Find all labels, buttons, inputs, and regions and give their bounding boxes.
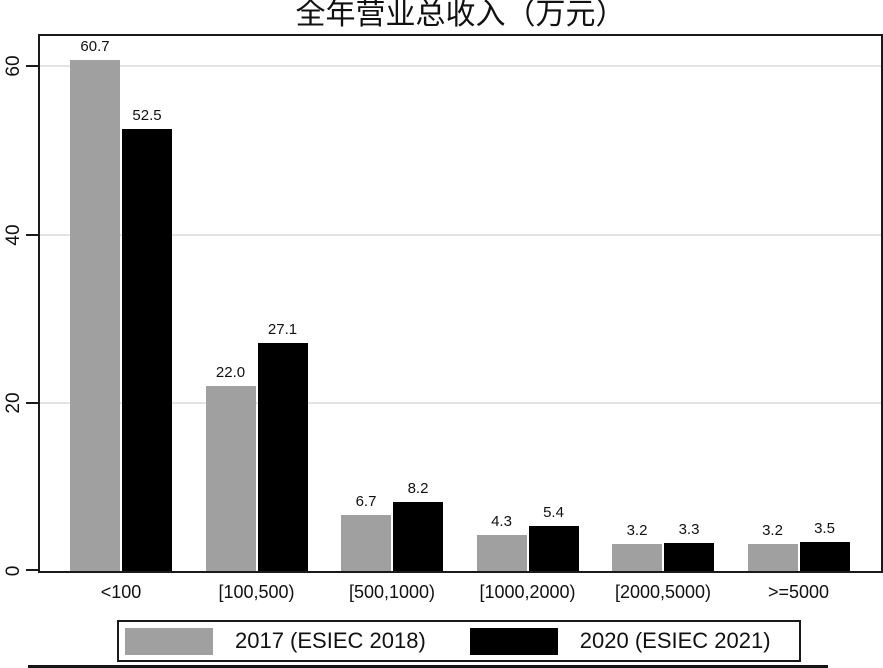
bar-2017 [341,514,391,571]
bar-2017 [70,60,120,571]
legend-label-2020: 2020 (ESIEC 2021) [579,628,771,653]
bar-2017 [747,544,798,571]
bar-value-label: 5.4 [543,503,564,521]
gridline [40,401,881,404]
bar-2020 [393,502,443,571]
bar-2017 [476,534,527,571]
bar-2020 [122,129,172,571]
legend: 2017 (ESIEC 2018) 2020 (ESIEC 2021) [117,620,801,662]
bar-value-label: 27.1 [267,321,298,339]
y-tick [26,569,38,571]
bar-2020 [257,343,308,571]
x-axis-label: [500,1000) [348,582,436,602]
x-axis-labels: <100 [100,500) [500,1000) [1000,2000) [2000,… [0,582,883,608]
bar-2020 [528,525,579,571]
x-axis-label: [100,500) [218,582,295,602]
legend-swatch-2017 [125,627,213,655]
bar-2020 [799,541,850,571]
bar-value-label: 8.2 [407,480,429,498]
bar-value-label: 4.3 [491,512,512,530]
x-axis-label: >=5000 [767,582,830,602]
bar-2017 [205,385,256,571]
legend-item-2017: 2017 (ESIEC 2018) [125,627,426,655]
x-axis-label: [1000,2000) [479,582,576,602]
y-tick [26,233,38,236]
y-tick-label: 40 [3,223,24,246]
legend-label-2017: 2017 (ESIEC 2018) [235,628,426,653]
bar-2020 [664,543,714,571]
bar-value-label: 6.7 [355,492,377,510]
figure-bottom-edge [28,665,828,668]
y-tick-label: 20 [3,392,24,414]
gridline [40,233,881,236]
legend-item-2020: 2020 (ESIEC 2021) [469,627,771,655]
chart-title: 全年营业总收入（万元） [295,0,626,31]
legend-swatch-2020 [469,627,558,655]
bar-value-label: 52.5 [132,107,162,125]
bar-value-label: 3.5 [814,519,835,537]
bar-value-label: 3.2 [762,522,783,540]
plot-area: 0 20 40 60 60.7 52.5 22.0 27.1 6.7 8.2 4.3 5.4 3.2 3.… [3,34,883,576]
y-tick-label: 60 [3,55,24,77]
bar-2017 [612,544,662,571]
bar-value-label: 22.0 [215,363,246,381]
bar-value-label: 3.2 [626,522,648,540]
x-axis-label: <100 [100,582,142,602]
bar-value-label: 3.3 [678,521,700,539]
bar-value-label: 60.7 [80,38,110,56]
y-tick [26,401,38,404]
x-axis-label: [2000,5000) [614,582,712,602]
y-tick [26,65,38,68]
gridline [40,65,881,68]
